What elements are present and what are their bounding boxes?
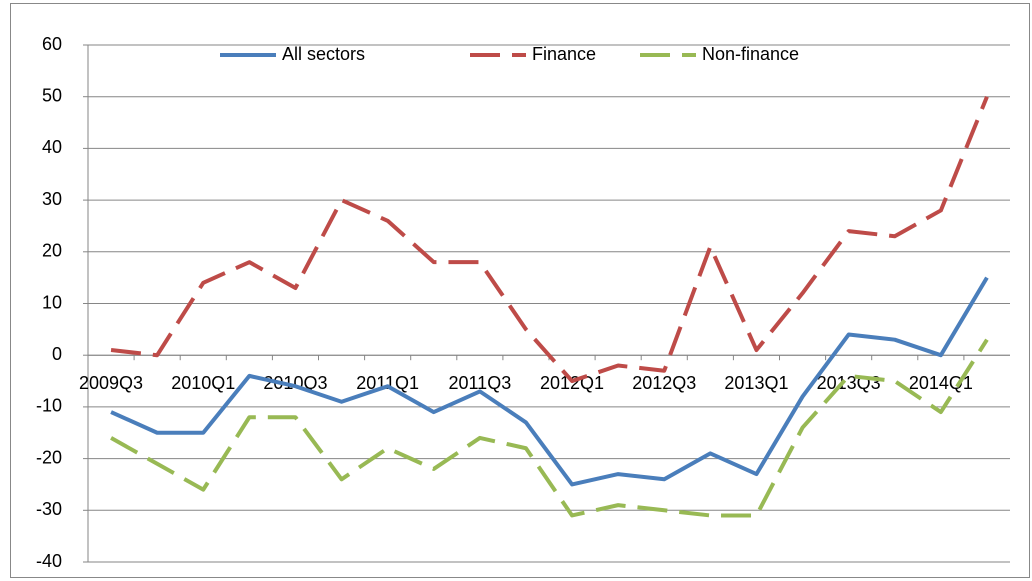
series-line	[110, 95, 989, 384]
x-tick-label: 2009Q3	[79, 373, 143, 393]
x-tick-label: 2011Q3	[448, 373, 511, 393]
x-tick-label: 2011Q1	[356, 373, 419, 393]
chart-border	[10, 3, 1030, 578]
y-tick-label: -10	[36, 396, 62, 416]
y-tick-label: -30	[36, 499, 62, 519]
legend-label: Non-finance	[702, 44, 799, 64]
y-tick-label: 30	[42, 189, 62, 209]
y-tick-label: 50	[42, 85, 62, 105]
y-tick-label: 20	[42, 241, 62, 261]
y-tick-label: -20	[36, 447, 62, 467]
x-tick-label: 2012Q3	[632, 373, 696, 393]
y-tick-label: 40	[42, 137, 62, 157]
y-tick-label: -40	[36, 551, 62, 571]
series-line	[110, 276, 989, 487]
y-tick-label: 10	[42, 292, 62, 312]
x-tick-label: 2013Q1	[724, 373, 788, 393]
legend-label: Finance	[532, 44, 596, 64]
x-tick-label: 2013Q3	[817, 373, 881, 393]
series-line	[110, 338, 989, 518]
y-tick-label: 60	[42, 34, 62, 54]
legend-label: All sectors	[282, 44, 365, 64]
y-tick-label: 0	[52, 344, 62, 364]
x-tick-label: 2014Q1	[909, 373, 973, 393]
x-tick-label: 2010Q1	[171, 373, 235, 393]
x-tick-label: 2010Q3	[263, 373, 327, 393]
